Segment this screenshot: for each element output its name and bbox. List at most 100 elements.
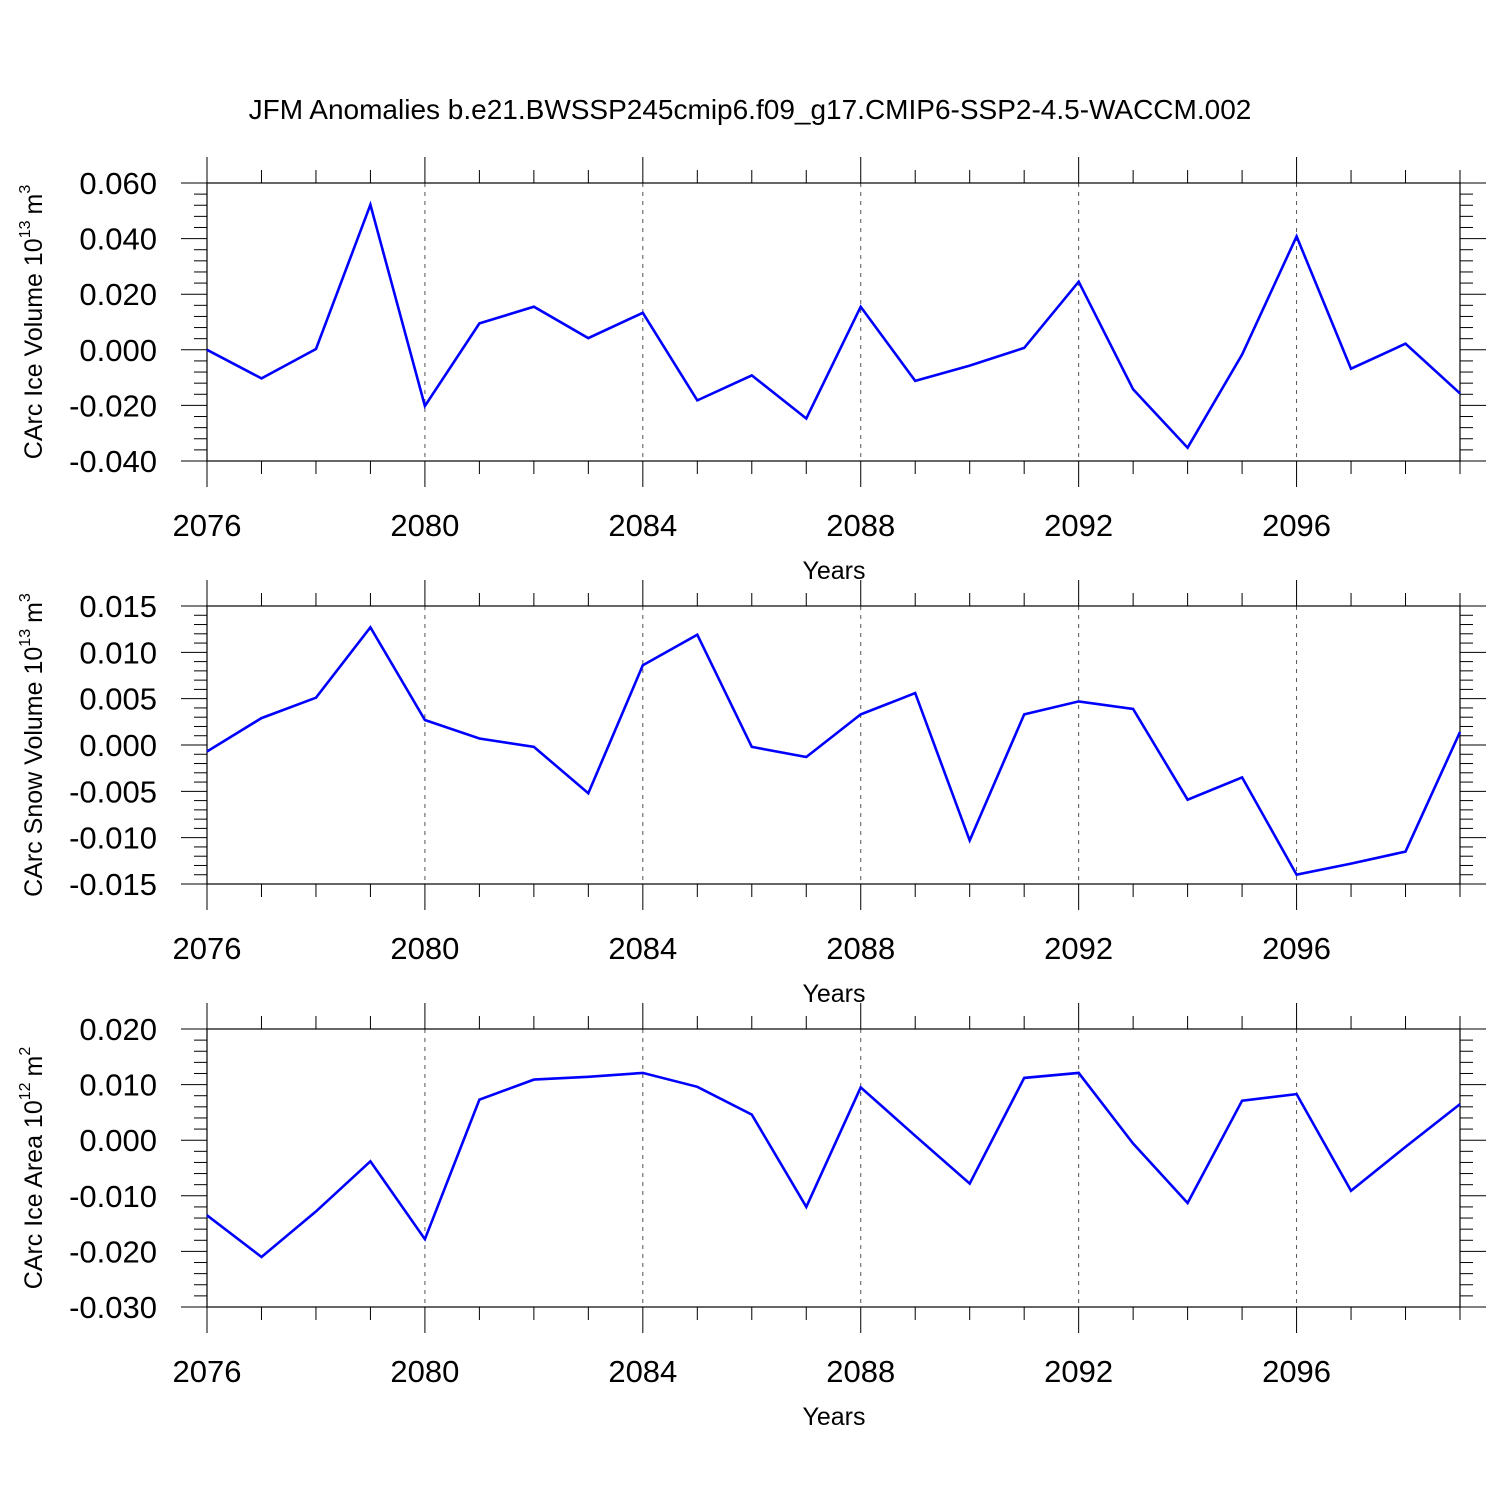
- y-tick-label: 0.010: [79, 1068, 157, 1103]
- x-tick-label: 2088: [826, 1354, 895, 1389]
- data-point: [1186, 798, 1189, 801]
- y-axis-label-exponent: 13: [17, 629, 34, 647]
- y-tick-label: 0.020: [79, 1012, 157, 1047]
- data-point: [642, 1072, 645, 1075]
- y-axis-label-main: CArc Snow Volume 10: [20, 647, 48, 897]
- y-tick-label: -0.010: [69, 1179, 157, 1214]
- data-point: [587, 1076, 590, 1079]
- data-point: [1404, 850, 1407, 853]
- x-tick-label: 2076: [173, 1354, 242, 1389]
- y-axis-label-unit: m: [20, 194, 48, 215]
- data-point: [315, 348, 318, 351]
- data-point: [1404, 342, 1407, 345]
- x-tick-label: 2084: [608, 1354, 677, 1389]
- chart-title: JFM Anomalies b.e21.BWSSP245cmip6.f09_g1…: [249, 94, 1252, 125]
- data-point: [533, 746, 536, 749]
- y-axis-label-unit-exponent: 3: [17, 185, 34, 194]
- y-tick-label: -0.015: [69, 867, 157, 902]
- plot-frame: [206, 605, 1461, 885]
- data-point: [1186, 446, 1189, 449]
- x-axis-label: Years: [802, 980, 865, 1008]
- y-tick-label: 0.000: [79, 333, 157, 368]
- data-point: [914, 380, 917, 383]
- x-tick-label: 2096: [1262, 931, 1331, 966]
- data-point: [968, 1182, 971, 1185]
- data-point: [914, 692, 917, 695]
- x-tick-label: 2092: [1044, 1354, 1113, 1389]
- y-axis-label-exponent: 12: [17, 1082, 34, 1100]
- y-tick-label: -0.040: [69, 444, 157, 479]
- x-tick-label: 2076: [173, 508, 242, 543]
- data-point: [424, 1238, 427, 1241]
- data-point: [1350, 367, 1353, 370]
- x-tick-label: 2092: [1044, 508, 1113, 543]
- data-point: [750, 1113, 753, 1116]
- data-point: [315, 696, 318, 699]
- y-tick-label: 0.040: [79, 222, 157, 257]
- data-point: [369, 626, 372, 629]
- y-tick-label: 0.020: [79, 277, 157, 312]
- data-point: [1241, 1099, 1244, 1102]
- data-point: [1132, 708, 1135, 711]
- data-point: [696, 1086, 699, 1089]
- data-point: [1077, 1072, 1080, 1075]
- data-point: [1350, 862, 1353, 865]
- y-tick-label: -0.020: [69, 388, 157, 423]
- y-axis-label: CArc Snow Volume 1013 m3: [17, 593, 48, 897]
- data-point: [1023, 713, 1026, 716]
- x-axis-label: Years: [802, 1403, 865, 1431]
- data-point: [805, 417, 808, 420]
- data-point: [696, 633, 699, 636]
- y-tick-label: -0.010: [69, 821, 157, 856]
- data-point: [805, 756, 808, 759]
- data-point: [369, 203, 372, 206]
- data-point: [805, 1206, 808, 1209]
- x-axis-label: Years: [802, 557, 865, 585]
- data-point: [260, 717, 263, 720]
- x-tick-label: 2092: [1044, 931, 1113, 966]
- y-tick-label: 0.015: [79, 589, 157, 624]
- data-point: [1023, 347, 1026, 350]
- panel-2: 0.015 0.010 0.005 0.000 -0.005 -0.010 -0.015 20…: [17, 580, 1486, 1008]
- data-point: [424, 405, 427, 408]
- data-point: [1132, 1142, 1135, 1145]
- data-point: [533, 305, 536, 308]
- chart-panels: 0.060 0.040 0.020 0.000 -0.020 -0.040 2076 2080…: [17, 157, 1486, 1431]
- y-axis-label-exponent: 13: [17, 220, 34, 238]
- x-tick-label: 2080: [390, 1354, 459, 1389]
- data-point: [750, 374, 753, 377]
- data-point: [642, 664, 645, 667]
- data-point: [750, 746, 753, 749]
- y-tick-label: 0.005: [79, 682, 157, 717]
- y-axis-label-unit: m: [20, 602, 48, 623]
- data-point: [1241, 353, 1244, 356]
- y-tick-label: -0.020: [69, 1234, 157, 1269]
- data-point: [424, 719, 427, 722]
- x-tick-label: 2088: [826, 931, 895, 966]
- y-tick-label: -0.030: [69, 1290, 157, 1325]
- data-point: [587, 792, 590, 795]
- y-axis-label-main: CArc Ice Area 10: [20, 1100, 48, 1289]
- data-point: [315, 1210, 318, 1213]
- data-point: [1295, 235, 1298, 238]
- y-tick-label: 0.000: [79, 728, 157, 763]
- data-point: [206, 349, 209, 352]
- data-point: [1459, 392, 1462, 395]
- plot-frame: [206, 1028, 1461, 1308]
- data-point: [478, 737, 481, 740]
- data-point: [1132, 388, 1135, 391]
- data-point: [533, 1078, 536, 1081]
- x-tick-label: 2076: [173, 931, 242, 966]
- panel-3: 0.020 0.010 0.000 -0.010 -0.020 -0.030 2076 208…: [17, 1003, 1486, 1431]
- data-point: [859, 1086, 862, 1089]
- y-tick-label: 0.060: [79, 166, 157, 201]
- data-point: [696, 399, 699, 402]
- data-point: [1077, 280, 1080, 283]
- data-point: [260, 377, 263, 380]
- data-point: [478, 1098, 481, 1101]
- y-tick-label: 0.000: [79, 1123, 157, 1158]
- data-point: [1459, 1103, 1462, 1106]
- plot-frame: [206, 182, 1461, 462]
- data-point: [1241, 776, 1244, 779]
